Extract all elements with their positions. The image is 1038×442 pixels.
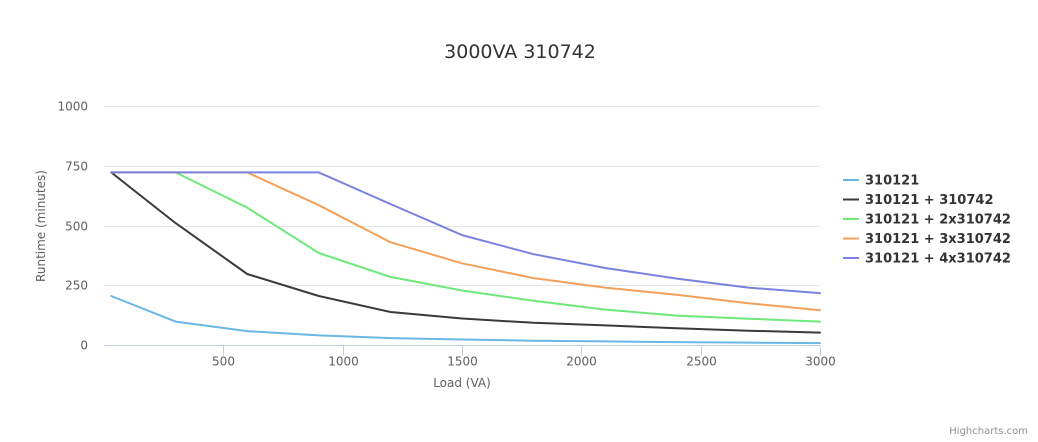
- y-tick-label: 750: [65, 160, 88, 174]
- series-line-4[interactable]: [110, 171, 821, 312]
- credits-link[interactable]: Highcharts.com: [949, 426, 1028, 437]
- legend-label: 310121: [865, 174, 919, 189]
- y-tick-label: 1000: [57, 100, 88, 114]
- x-tick-label: 1000: [328, 355, 359, 369]
- x-tick-label: 2500: [686, 355, 717, 369]
- series-layer: [110, 171, 821, 345]
- x-tick-label: 2000: [566, 355, 597, 369]
- x-tick-label: 3000: [805, 355, 836, 369]
- y-tick-label: 0: [80, 339, 88, 353]
- legend-item-4[interactable]: 310121 + 3x310742: [843, 232, 1011, 247]
- y-tick-label: 500: [65, 220, 88, 234]
- y-tick-label: 250: [65, 279, 88, 293]
- series-line-1[interactable]: [110, 295, 821, 345]
- legend-label: 310121 + 3x310742: [865, 232, 1011, 247]
- legend-item-5[interactable]: 310121 + 4x310742: [843, 252, 1011, 267]
- series-line-5[interactable]: [110, 171, 821, 295]
- x-axis-title: Load (VA): [433, 376, 491, 390]
- axis-layer: 0 250 500 750 1000 500 1000 1500 2000 2500 3000: [57, 100, 835, 369]
- chart-title: 3000VA 310742: [444, 41, 596, 63]
- series-line-3[interactable]: [110, 171, 821, 323]
- legend-item-3[interactable]: 310121 + 2x310742: [843, 213, 1011, 228]
- y-axis-title: Runtime (minutes): [34, 170, 48, 282]
- legend-label: 310121 + 310742: [865, 193, 994, 208]
- legend-item-2[interactable]: 310121 + 310742: [843, 193, 994, 208]
- series-line-2[interactable]: [110, 171, 821, 334]
- x-tick-label: 500: [212, 355, 235, 369]
- grid-layer: [104, 106, 820, 286]
- legend-label: 310121 + 2x310742: [865, 213, 1011, 228]
- legend-item-1[interactable]: 310121: [843, 174, 919, 189]
- legend: 310121 310121 + 310742 310121 + 2x310742 31…: [843, 174, 1011, 267]
- x-tick-label: 1500: [447, 355, 478, 369]
- legend-label: 310121 + 4x310742: [865, 252, 1011, 267]
